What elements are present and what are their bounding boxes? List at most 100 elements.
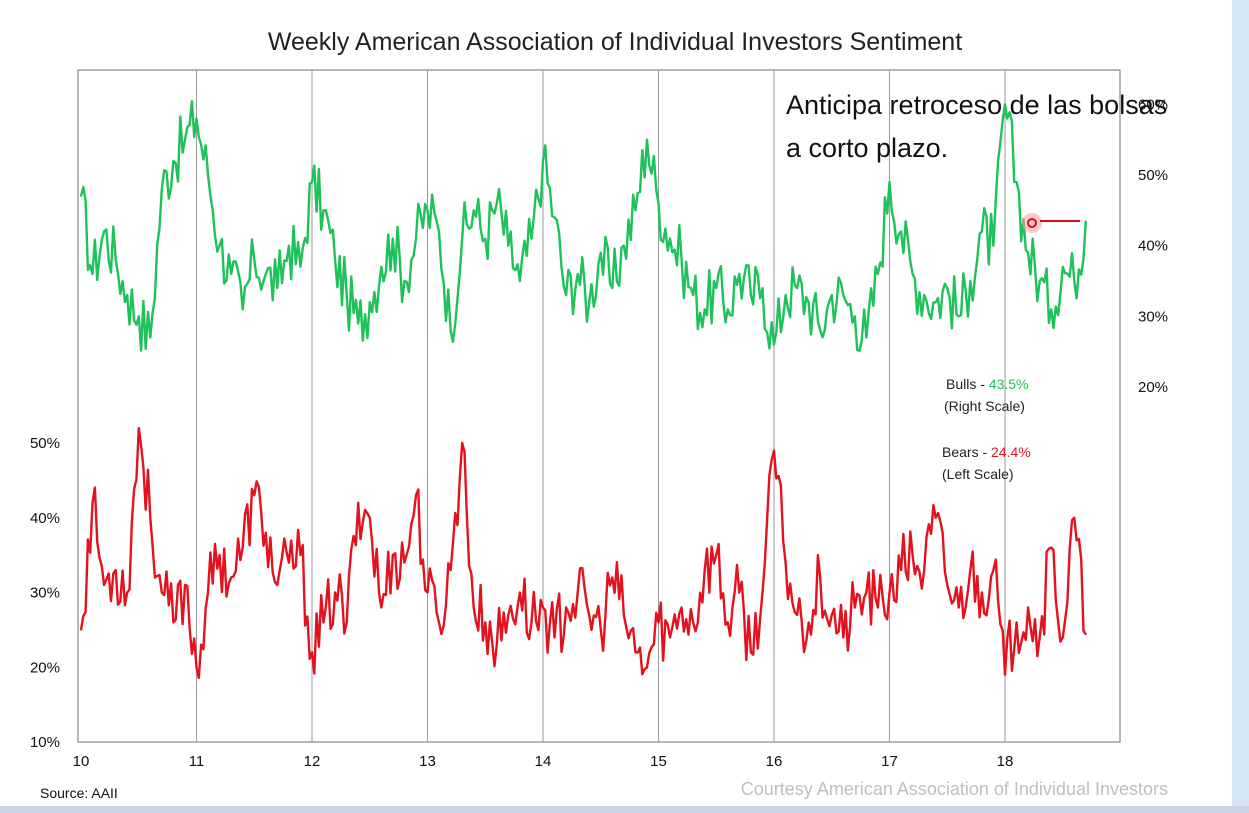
bulls-point (126, 294, 128, 296)
bears-point (126, 591, 128, 594)
bears-point (80, 629, 82, 631)
bulls-point (819, 329, 821, 332)
bears-point (1027, 606, 1029, 609)
bulls-point (634, 209, 637, 212)
bears-point (484, 621, 487, 624)
bears-point (703, 569, 706, 571)
bears-point (91, 502, 94, 504)
x-tick-11: 11 (189, 753, 205, 770)
bulls-point (80, 195, 82, 197)
bears-point (992, 569, 995, 571)
bears-point (496, 644, 498, 646)
bulls-point (576, 273, 579, 275)
bulls-point (195, 117, 198, 120)
bears-point (761, 591, 764, 594)
bears-point (299, 554, 302, 556)
bears-point (357, 502, 360, 504)
bears-point (172, 621, 175, 624)
bulls-point (149, 336, 152, 339)
bulls-point (703, 308, 706, 311)
bears-point (218, 554, 221, 556)
bears-point (773, 449, 775, 452)
bears-point (819, 576, 821, 579)
bears-point (934, 517, 937, 519)
bulls-point (438, 230, 440, 233)
bulls-point (507, 244, 510, 247)
bears-point (542, 606, 544, 609)
x-tick-18: 18 (997, 753, 1014, 770)
bears-point (865, 591, 868, 594)
bears-point (715, 554, 718, 556)
bears-point (1050, 546, 1052, 549)
bulls-point (103, 230, 105, 233)
bulls-point (542, 160, 544, 162)
bulls-point (496, 202, 498, 205)
bears-point (1004, 673, 1006, 676)
bears-point (345, 621, 348, 624)
right-axis-ticks: 20% 30% 40% 50% 60% (1138, 96, 1168, 396)
left-tick-40: 40% (30, 510, 60, 527)
bears-point (438, 621, 440, 624)
bears-point (576, 591, 579, 594)
bears-point (657, 621, 660, 624)
bulls-point (946, 287, 949, 289)
bulls-point (426, 209, 429, 212)
bulls-point (738, 273, 741, 275)
bears-point (369, 517, 371, 519)
bears-point (831, 614, 833, 616)
bulls-point (565, 294, 567, 296)
bears-point (946, 584, 949, 586)
bears-point (981, 591, 983, 594)
legend-bulls: Bulls - 43.5% (946, 376, 1029, 392)
bulls-point (265, 273, 267, 275)
bulls-point (345, 294, 348, 296)
plot-frame (77, 69, 1121, 743)
bulls-point (1038, 280, 1041, 282)
bulls-point (877, 273, 879, 275)
bears-point (680, 606, 683, 609)
bears-point (1062, 636, 1064, 639)
bulls-point (1015, 181, 1018, 183)
bulls-point (842, 294, 845, 296)
bulls-point (807, 301, 810, 304)
courtesy-label: Courtesy American Association of Individ… (741, 779, 1168, 799)
bulls-point (138, 315, 140, 318)
right-tick-60: 60% (1138, 96, 1168, 113)
bears-point (553, 636, 556, 639)
bulls-point (969, 280, 972, 282)
bulls-point (380, 266, 383, 268)
bears-point (265, 531, 267, 534)
x-axis-ticks: 10 11 12 13 14 15 16 17 18 (73, 753, 1014, 770)
legend-bulls-scale: (Right Scale) (944, 398, 1025, 414)
annotation-line-2: a corto plazo. (786, 133, 948, 163)
bears-point (507, 614, 510, 616)
right-tick-50: 50% (1138, 167, 1168, 184)
bulls-point (865, 336, 868, 339)
bulls-point (773, 343, 775, 346)
left-tick-20: 20% (30, 659, 60, 676)
bears-point (600, 629, 602, 631)
right-tick-30: 30% (1138, 308, 1168, 325)
bulls-point (311, 181, 313, 183)
bears-point (854, 606, 856, 609)
bears-point (149, 517, 152, 519)
bears-point (334, 591, 336, 594)
bears-point (565, 606, 567, 609)
chart-title: Weekly American Association of Individua… (268, 28, 962, 56)
bears-point (103, 584, 105, 586)
bears-point (230, 576, 232, 579)
bulls-point (1073, 280, 1076, 282)
bulls-point (831, 294, 833, 296)
bears-point (692, 621, 694, 624)
x-tick-13: 13 (419, 753, 436, 770)
bears-point (195, 666, 198, 669)
window-edge-strip (1232, 0, 1249, 813)
bears-point (911, 554, 914, 556)
bears-point (322, 621, 325, 624)
left-tick-10: 10% (30, 734, 60, 751)
bulls-point (761, 287, 764, 289)
bulls-point (172, 160, 175, 162)
bears-point (311, 651, 313, 654)
x-tick-15: 15 (650, 753, 667, 770)
